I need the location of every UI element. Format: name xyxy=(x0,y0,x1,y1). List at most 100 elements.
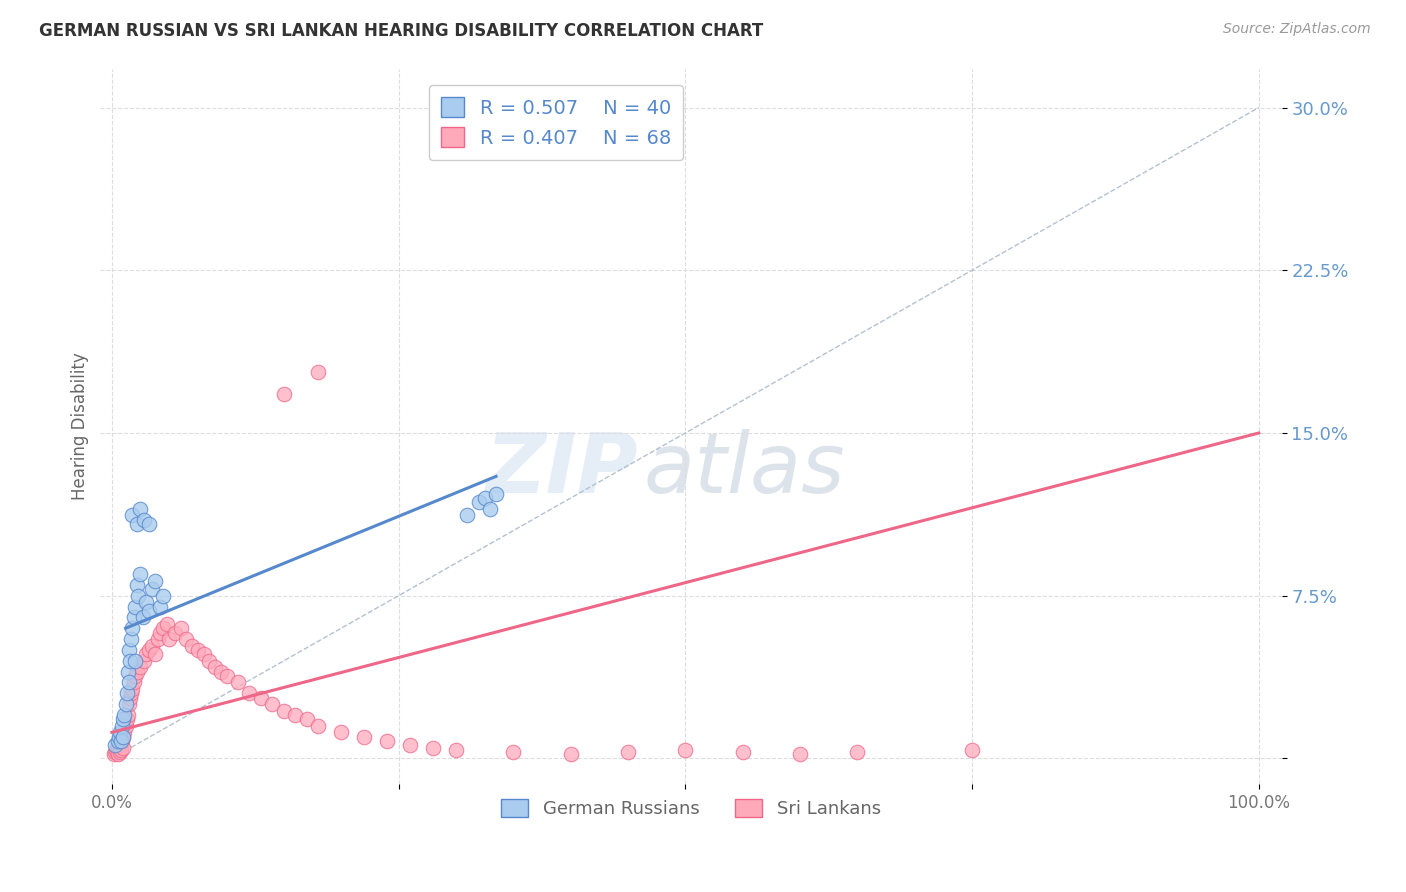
Point xyxy=(307,365,329,379)
Point xyxy=(135,595,157,609)
Point xyxy=(132,610,155,624)
Point xyxy=(122,675,145,690)
Point xyxy=(295,712,318,726)
Point xyxy=(120,632,142,646)
Point xyxy=(105,742,128,756)
Point xyxy=(152,621,174,635)
Point xyxy=(141,639,163,653)
Point xyxy=(104,745,127,759)
Point xyxy=(250,690,273,705)
Point xyxy=(107,730,129,744)
Point xyxy=(114,725,136,739)
Point xyxy=(112,730,135,744)
Point xyxy=(399,739,422,753)
Point xyxy=(118,643,141,657)
Point xyxy=(226,675,249,690)
Point xyxy=(111,734,134,748)
Point xyxy=(107,747,129,761)
Point xyxy=(209,665,232,679)
Point xyxy=(193,647,215,661)
Point xyxy=(444,742,467,756)
Point xyxy=(107,734,129,748)
Text: atlas: atlas xyxy=(644,429,845,510)
Point xyxy=(108,725,131,739)
Point xyxy=(138,604,160,618)
Text: Source: ZipAtlas.com: Source: ZipAtlas.com xyxy=(1223,22,1371,37)
Point xyxy=(330,725,353,739)
Point xyxy=(108,745,131,759)
Point xyxy=(163,625,186,640)
Point xyxy=(117,708,139,723)
Point xyxy=(107,740,129,755)
Point xyxy=(138,517,160,532)
Point xyxy=(149,625,172,640)
Point xyxy=(117,665,139,679)
Point xyxy=(204,660,226,674)
Point xyxy=(456,508,478,523)
Y-axis label: Hearing Disability: Hearing Disability xyxy=(72,352,89,500)
Point xyxy=(124,654,146,668)
Point xyxy=(125,665,148,679)
Point xyxy=(121,621,143,635)
Point xyxy=(129,502,152,516)
Point xyxy=(181,639,204,653)
Point xyxy=(107,739,129,753)
Point xyxy=(187,643,209,657)
Point xyxy=(122,610,145,624)
Point xyxy=(617,745,640,759)
Point xyxy=(138,643,160,657)
Point xyxy=(156,616,179,631)
Point xyxy=(114,719,136,733)
Point xyxy=(846,745,869,759)
Point xyxy=(135,647,157,661)
Point xyxy=(145,574,167,588)
Point xyxy=(127,589,149,603)
Point xyxy=(502,745,524,759)
Text: GERMAN RUSSIAN VS SRI LANKAN HEARING DISABILITY CORRELATION CHART: GERMAN RUSSIAN VS SRI LANKAN HEARING DIS… xyxy=(39,22,763,40)
Point xyxy=(146,632,169,646)
Point xyxy=(468,495,491,509)
Point xyxy=(121,508,143,523)
Point xyxy=(474,491,496,505)
Point xyxy=(125,517,148,532)
Point xyxy=(169,621,191,635)
Point xyxy=(485,487,508,501)
Point xyxy=(149,599,172,614)
Point xyxy=(422,740,444,755)
Point xyxy=(124,669,146,683)
Point xyxy=(960,742,983,756)
Point xyxy=(262,697,284,711)
Point xyxy=(238,686,260,700)
Point xyxy=(375,734,398,748)
Point xyxy=(121,681,143,696)
Point xyxy=(112,730,135,744)
Point xyxy=(157,632,180,646)
Point xyxy=(307,719,329,733)
Point xyxy=(560,747,582,761)
Point xyxy=(215,669,238,683)
Point xyxy=(115,686,138,700)
Point xyxy=(129,660,152,674)
Point xyxy=(114,708,136,723)
Point xyxy=(273,387,295,401)
Point xyxy=(115,712,138,726)
Point xyxy=(273,704,295,718)
Point xyxy=(145,647,167,661)
Point xyxy=(110,734,132,748)
Point xyxy=(120,654,142,668)
Point xyxy=(152,589,174,603)
Point xyxy=(132,513,155,527)
Point xyxy=(110,742,132,756)
Point xyxy=(103,747,125,761)
Point xyxy=(111,719,134,733)
Point xyxy=(673,742,696,756)
Point xyxy=(118,675,141,690)
Point xyxy=(789,747,811,761)
Point xyxy=(284,708,307,723)
Point xyxy=(129,566,152,581)
Point xyxy=(110,736,132,750)
Point xyxy=(132,654,155,668)
Text: ZIP: ZIP xyxy=(485,429,638,510)
Point xyxy=(112,712,135,726)
Point xyxy=(176,632,198,646)
